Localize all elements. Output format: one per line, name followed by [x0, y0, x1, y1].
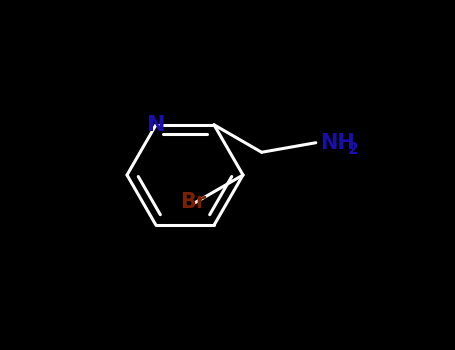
Text: NH: NH [320, 133, 354, 153]
Text: Br: Br [180, 193, 207, 212]
Text: 2: 2 [348, 142, 359, 157]
Text: N: N [147, 115, 165, 135]
